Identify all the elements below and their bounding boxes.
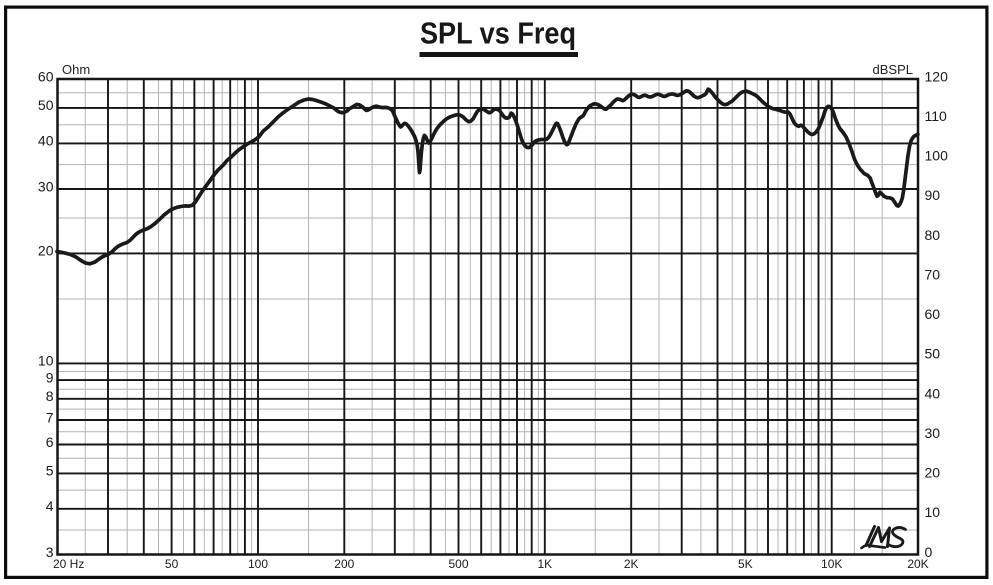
svg-text:10: 10	[925, 504, 941, 520]
svg-text:1K: 1K	[537, 557, 552, 571]
svg-text:70: 70	[925, 266, 941, 282]
svg-text:6: 6	[46, 434, 54, 450]
svg-text:5: 5	[46, 463, 54, 479]
svg-text:30: 30	[38, 178, 54, 194]
svg-text:60: 60	[925, 306, 941, 322]
svg-text:10K: 10K	[821, 557, 842, 571]
svg-text:20: 20	[38, 243, 54, 259]
svg-text:Ohm: Ohm	[62, 62, 90, 77]
svg-text:40: 40	[925, 385, 941, 401]
svg-text:500: 500	[448, 557, 468, 571]
svg-text:7: 7	[46, 409, 54, 425]
svg-text:8: 8	[46, 388, 54, 404]
svg-text:80: 80	[925, 227, 941, 243]
svg-text:90: 90	[925, 187, 941, 203]
svg-text:120: 120	[925, 68, 949, 84]
svg-text:50: 50	[165, 557, 179, 571]
svg-text:3: 3	[46, 544, 54, 560]
svg-text:10: 10	[38, 353, 54, 369]
svg-text:5K: 5K	[738, 557, 753, 571]
svg-text:60: 60	[38, 68, 54, 84]
svg-text:200: 200	[334, 557, 354, 571]
svg-text:30: 30	[925, 425, 941, 441]
svg-text:100: 100	[248, 557, 268, 571]
svg-text:50: 50	[38, 97, 54, 113]
svg-text:100: 100	[925, 148, 949, 164]
svg-text:2K: 2K	[624, 557, 639, 571]
svg-text:4: 4	[46, 498, 54, 514]
svg-text:50: 50	[925, 346, 941, 362]
svg-text:0: 0	[925, 544, 933, 560]
svg-text:SPL vs Freq: SPL vs Freq	[420, 16, 576, 51]
svg-text:dBSPL: dBSPL	[873, 62, 913, 77]
svg-text:20 Hz: 20 Hz	[53, 557, 84, 571]
svg-text:20K: 20K	[907, 557, 928, 571]
svg-text:40: 40	[38, 133, 54, 149]
svg-text:9: 9	[46, 369, 54, 385]
svg-text:20: 20	[925, 465, 941, 481]
svg-text:110: 110	[925, 108, 948, 124]
